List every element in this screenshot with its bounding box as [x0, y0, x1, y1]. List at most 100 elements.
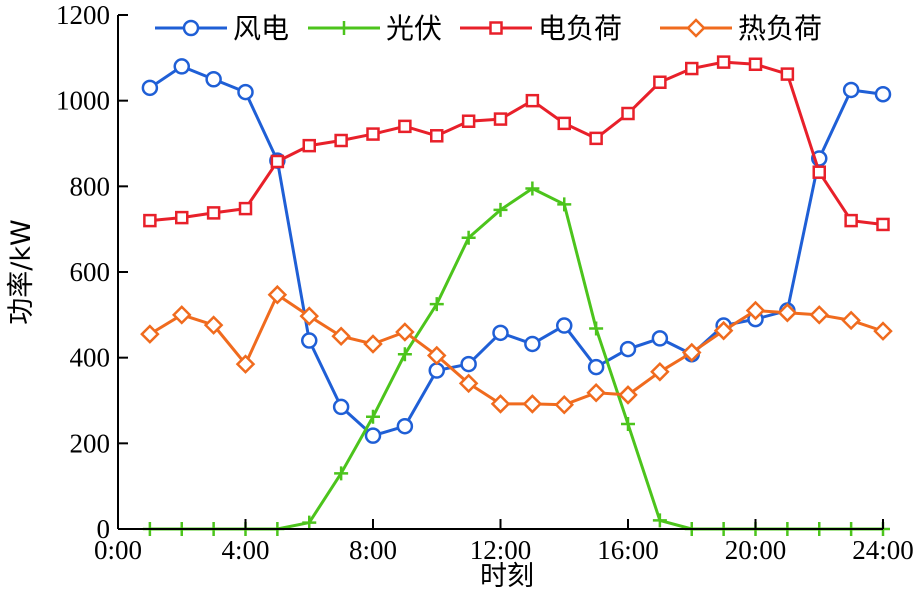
data-point [143, 213, 157, 228]
legend-label: 热负荷 [738, 12, 822, 45]
data-point [397, 347, 412, 362]
data-point [205, 71, 222, 88]
data-point [332, 398, 350, 416]
data-point [780, 67, 795, 81]
x-axis-title: 时刻 [480, 561, 534, 592]
data-point [587, 358, 605, 376]
data-point [554, 395, 575, 415]
data-point [238, 201, 253, 216]
data-point [270, 154, 285, 169]
data-point [175, 210, 189, 225]
legend-marker [686, 18, 706, 38]
data-point [366, 409, 380, 424]
data-point [876, 217, 890, 232]
data-point [589, 131, 603, 146]
y-tick-label: 800 [70, 171, 111, 201]
data-point [331, 326, 351, 347]
y-axis-title: 功率/kW [6, 219, 37, 324]
data-point [171, 305, 192, 325]
legend-label: 光伏 [386, 12, 442, 45]
data-point [364, 427, 382, 444]
data-point [173, 58, 190, 75]
data-point [490, 394, 511, 414]
data-point [522, 394, 543, 414]
data-point [493, 112, 508, 126]
data-point [557, 116, 571, 131]
legend-label: 电负荷 [538, 12, 622, 45]
data-point [586, 383, 606, 403]
x-tick-label: 4:00 [221, 535, 269, 565]
legend: 风电 光伏 电负荷 热负荷 [155, 12, 822, 45]
x-tick-label: 0:00 [94, 535, 142, 565]
legend-marker [489, 21, 503, 35]
x-tick-label: 20:00 [725, 535, 787, 565]
data-point [334, 466, 349, 481]
data-point [681, 342, 702, 363]
data-point [748, 57, 763, 72]
x-tick-label: 12:00 [470, 535, 532, 565]
data-point [301, 332, 318, 349]
series-line [149, 186, 883, 531]
data-point [525, 93, 540, 108]
data-point [460, 355, 477, 373]
x-tick-label: 8:00 [349, 535, 397, 565]
x-tick-label: 16:00 [597, 535, 659, 565]
data-point [621, 106, 635, 121]
data-point [302, 515, 317, 530]
data-point [653, 75, 667, 89]
data-point [140, 324, 160, 344]
data-point [430, 129, 444, 143]
data-point [299, 306, 320, 326]
y-tick-label: 400 [70, 343, 111, 373]
data-point [841, 310, 861, 331]
data-point [363, 334, 383, 354]
data-point [141, 79, 159, 97]
data-point [426, 345, 447, 366]
data-point [716, 55, 731, 69]
data-point [589, 321, 604, 336]
data-point [428, 362, 445, 379]
y-tick-label: 1200 [56, 0, 110, 30]
legend-marker [182, 19, 200, 37]
data-point [650, 362, 670, 382]
series-3 [140, 284, 893, 415]
y-tick-label: 200 [70, 428, 111, 458]
legend-item: 风电 [155, 12, 289, 45]
data-point [745, 300, 766, 321]
data-point [685, 61, 699, 76]
data-point [334, 133, 348, 148]
legend-label: 风电 [233, 12, 289, 45]
legend-item: 热负荷 [660, 12, 822, 45]
series-2 [143, 55, 890, 232]
data-point [267, 284, 288, 305]
data-point [842, 81, 860, 99]
data-point [525, 181, 540, 196]
data-point [429, 297, 444, 312]
axes [117, 15, 883, 530]
series-0 [141, 58, 892, 444]
data-point [844, 213, 858, 228]
data-point [395, 322, 415, 342]
data-point [809, 305, 830, 325]
data-point [458, 373, 479, 394]
legend-marker [337, 21, 351, 35]
data-point [652, 513, 667, 528]
data-point [203, 315, 224, 335]
data-point [812, 165, 826, 179]
data-point [524, 335, 541, 353]
series-line [149, 293, 884, 407]
data-point [557, 197, 572, 212]
data-point [396, 417, 414, 435]
data-point [237, 83, 254, 101]
data-point [206, 206, 221, 220]
y-tick-label: 600 [70, 257, 111, 287]
data-point [235, 354, 256, 374]
data-point [461, 114, 476, 128]
series-1 [142, 181, 890, 536]
data-point [366, 127, 380, 141]
data-point [713, 320, 734, 341]
data-point [302, 138, 316, 153]
data-point [651, 330, 669, 347]
series-layer [140, 55, 893, 536]
